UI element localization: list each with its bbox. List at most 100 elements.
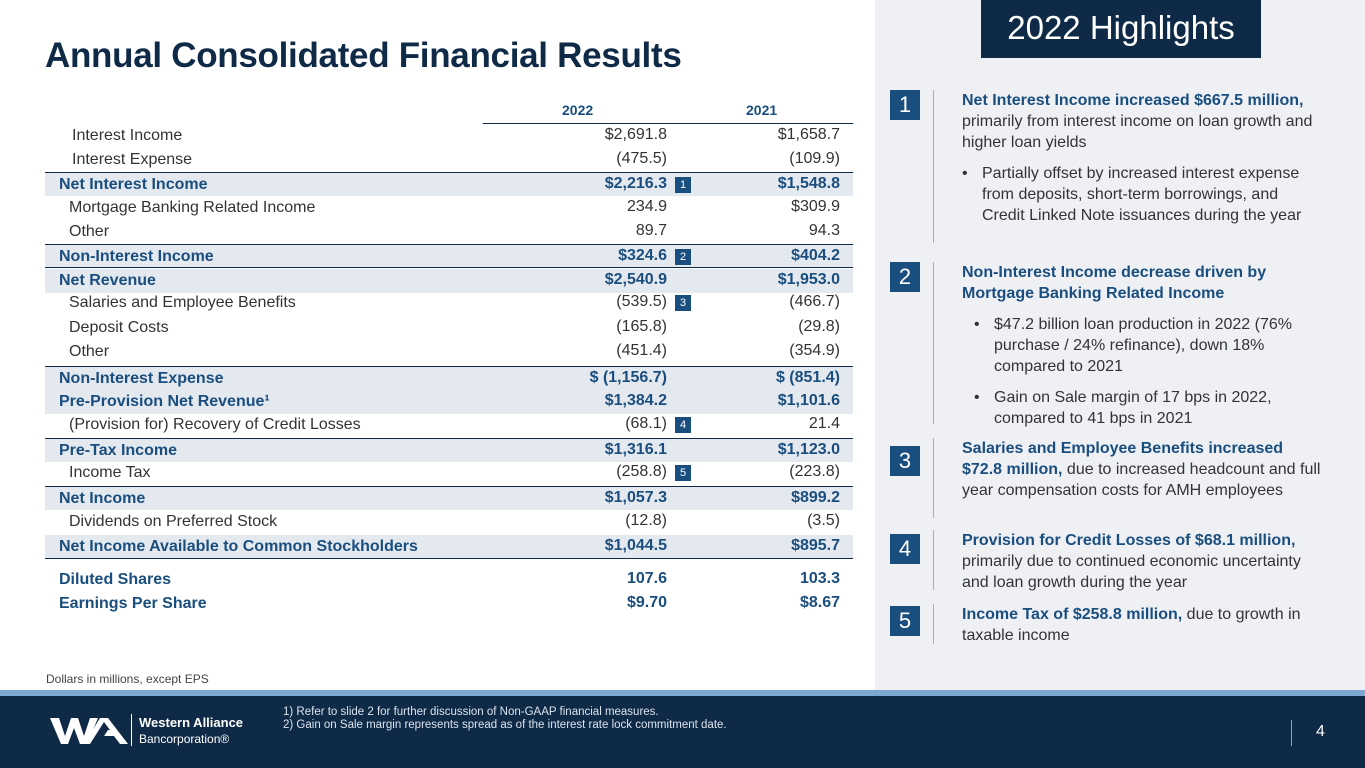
footnotes: 1) Refer to slide 2 for further discussi… — [283, 706, 727, 732]
page-title: Annual Consolidated Financial Results — [45, 36, 682, 75]
highlight-number: 1 — [890, 90, 920, 120]
table-row: Net Interest Income $2,216.3 1 $1,548.8 — [45, 172, 853, 196]
row-label: Net Interest Income — [59, 176, 208, 193]
value-2021: $1,123.0 — [777, 441, 840, 458]
logo-text-line1: Western Alliance — [139, 715, 244, 730]
value-2022: $2,540.9 — [604, 271, 667, 288]
value-2021: $1,548.8 — [777, 175, 840, 192]
marker-badge: 3 — [675, 295, 691, 311]
page-number: 4 — [1316, 723, 1325, 740]
table-row: Mortgage Banking Related Income 234.9 $3… — [45, 196, 853, 220]
table-row: Deposit Costs (165.8) (29.8) — [45, 316, 853, 340]
value-2021: (109.9) — [789, 150, 840, 167]
row-label: Net Income Available to Common Stockhold… — [59, 538, 418, 555]
highlight-bold: Net Interest Income increased $667.5 mil… — [962, 92, 1304, 109]
value-2021: $899.2 — [791, 489, 840, 506]
value-2021: $404.2 — [791, 247, 840, 264]
value-2022: $2,216.3 — [604, 175, 667, 192]
highlight-bullet: Gain on Sale margin of 17 bps in 2022, c… — [962, 387, 1322, 429]
value-2022: (475.5) — [616, 150, 667, 167]
header-divider — [483, 123, 853, 124]
western-alliance-logo-icon — [50, 718, 128, 744]
highlight-bullet: $47.2 billion loan production in 2022 (7… — [962, 314, 1322, 377]
value-2022: $1,316.1 — [604, 441, 667, 458]
table-row: Other 89.7 94.3 — [45, 220, 853, 244]
logo-divider — [131, 714, 132, 746]
marker-badge: 2 — [675, 249, 691, 265]
highlight-detail: due to growth in taxable income — [962, 606, 1301, 644]
row-label: Dividends on Preferred Stock — [69, 513, 278, 530]
highlight-text: Provision for Credit Losses of $68.1 mil… — [962, 530, 1322, 593]
value-2022: $ (1,156.7) — [589, 369, 667, 386]
column-header-2021: 2021 — [746, 102, 778, 118]
value-2021: $309.9 — [791, 198, 840, 215]
highlight-divider — [933, 90, 934, 243]
highlight-text: Income Tax of $258.8 million, due to gro… — [962, 604, 1322, 646]
highlight-detail: primarily due to continued economic unce… — [962, 553, 1301, 591]
table-row: Net Revenue $2,540.9 $1,953.0 — [45, 269, 853, 293]
footnote-2: 2) Gain on Sale margin represents spread… — [283, 719, 727, 731]
highlight-divider — [933, 438, 934, 518]
value-2021: (223.8) — [789, 463, 840, 480]
table-row: Salaries and Employee Benefits (539.5) 3… — [45, 291, 853, 315]
value-2022: (539.5) — [616, 293, 667, 310]
row-label: Other — [69, 343, 110, 360]
row-label: Deposit Costs — [69, 319, 169, 336]
highlight-bold: Income Tax of $258.8 million, — [962, 606, 1183, 623]
marker-badge: 4 — [675, 417, 691, 433]
table-row: Earnings Per Share $9.70 $8.67 — [45, 592, 853, 616]
value-2021: 94.3 — [808, 222, 840, 239]
highlight-text: Net Interest Income increased $667.5 mil… — [962, 90, 1322, 236]
value-2022: (258.8) — [616, 463, 667, 480]
value-2021: 21.4 — [808, 415, 840, 432]
value-2021: $1,658.7 — [777, 126, 840, 143]
row-label: Salaries and Employee Benefits — [69, 294, 296, 311]
value-2021: $ (851.4) — [775, 369, 840, 386]
value-2022: 107.6 — [626, 570, 667, 587]
highlight-detail: due to increased headcount and full year… — [962, 461, 1321, 499]
highlight-number: 5 — [890, 606, 920, 636]
value-2021: (3.5) — [807, 512, 840, 529]
units-note: Dollars in millions, except EPS — [46, 672, 209, 686]
marker-badge: 1 — [675, 177, 691, 193]
table-row: Pre-Tax Income $1,316.1 $1,123.0 — [45, 438, 853, 462]
highlight-divider — [933, 604, 934, 644]
highlight-text: Non-Interest Income decrease driven by M… — [962, 262, 1322, 439]
highlights-title: 2022 Highlights — [981, 0, 1261, 58]
column-header-2022: 2022 — [562, 102, 594, 118]
value-2022: (68.1) — [625, 415, 667, 432]
table-row: Income Tax (258.8) 5 (223.8) — [45, 461, 853, 485]
marker-badge: 5 — [675, 465, 691, 481]
highlight-number: 2 — [890, 262, 920, 292]
table-row: Non-Interest Income $324.6 2 $404.2 — [45, 244, 853, 268]
row-label: Other — [69, 223, 110, 240]
logo-text-line2: Bancorporation® — [139, 732, 230, 746]
highlight-bullet: Partially offset by increased interest e… — [962, 163, 1322, 226]
value-2022: 89.7 — [635, 222, 667, 239]
value-2021: $1,953.0 — [777, 271, 840, 288]
row-label: Non-Interest Income — [59, 248, 214, 265]
table-row: Net Income Available to Common Stockhold… — [45, 535, 853, 559]
row-label: Interest Income — [72, 127, 183, 144]
row-label: Mortgage Banking Related Income — [69, 199, 316, 216]
value-2022: $324.6 — [618, 247, 667, 264]
value-2022: $1,384.2 — [604, 392, 667, 409]
table-row: Non-Interest Expense $ (1,156.7) $ (851.… — [45, 366, 853, 390]
value-2021: (354.9) — [789, 342, 840, 359]
footer: Western Alliance Bancorporation® 1) Refe… — [0, 696, 1365, 768]
highlight-detail: primarily from interest income on loan g… — [962, 113, 1313, 151]
value-2021: $895.7 — [791, 537, 840, 554]
value-2021: (29.8) — [798, 318, 840, 335]
footer-accent-strip — [0, 690, 1365, 696]
table-row: (Provision for) Recovery of Credit Losse… — [45, 413, 853, 437]
value-2021: (466.7) — [789, 293, 840, 310]
row-label: Pre-Provision Net Revenue¹ — [59, 393, 270, 410]
page-number-divider — [1291, 720, 1292, 746]
highlight-number: 3 — [890, 446, 920, 476]
value-2021: 103.3 — [799, 570, 840, 587]
value-2022: $2,691.8 — [604, 126, 667, 143]
highlight-bold: Salaries and Employee Benefits increased… — [962, 440, 1284, 478]
table-row: Other (451.4) (354.9) — [45, 340, 853, 364]
value-2021: $1,101.6 — [777, 392, 840, 409]
table-row: Diluted Shares 107.6 103.3 — [45, 568, 853, 592]
